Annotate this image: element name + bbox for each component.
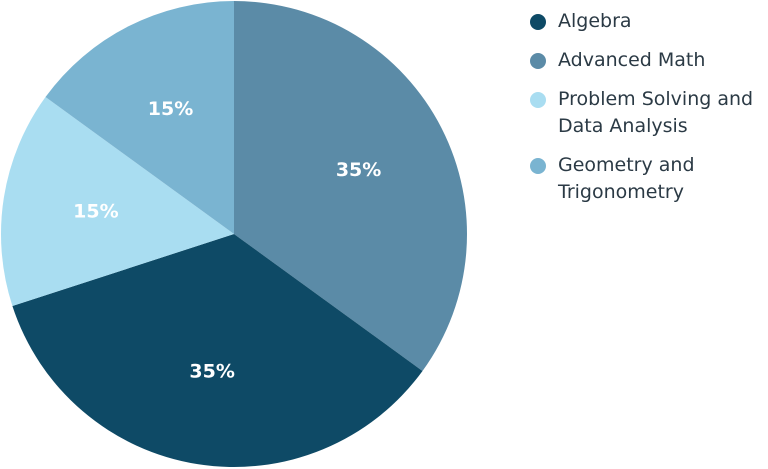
slice-label: 35% <box>189 361 234 383</box>
pie: 35% 35% 15% 15% <box>1 1 467 467</box>
legend-swatch <box>530 53 546 69</box>
slice-label: 35% <box>336 159 381 181</box>
legend-swatch <box>530 14 546 30</box>
legend-item: Algebra <box>530 8 766 35</box>
legend-swatch <box>530 158 546 174</box>
legend-label: Problem Solving and Data Analysis <box>558 88 754 137</box>
legend-item: Advanced Math <box>530 47 766 74</box>
legend-label: Geometry and Trigonometry <box>558 154 695 203</box>
pie-slice <box>234 1 467 371</box>
legend-swatch <box>530 92 546 108</box>
legend-label: Advanced Math <box>558 49 706 71</box>
legend-item: Problem Solving and Data Analysis <box>530 86 766 140</box>
legend: Algebra Advanced Math Problem Solving and … <box>530 8 766 218</box>
pie-slice <box>12 234 423 467</box>
pie-slice <box>45 1 234 234</box>
slice-label: 15% <box>73 201 118 223</box>
legend-item: Geometry and Trigonometry <box>530 152 766 206</box>
legend-label: Algebra <box>558 10 632 32</box>
slice-label: 15% <box>148 98 193 120</box>
pie-slice <box>1 97 235 307</box>
